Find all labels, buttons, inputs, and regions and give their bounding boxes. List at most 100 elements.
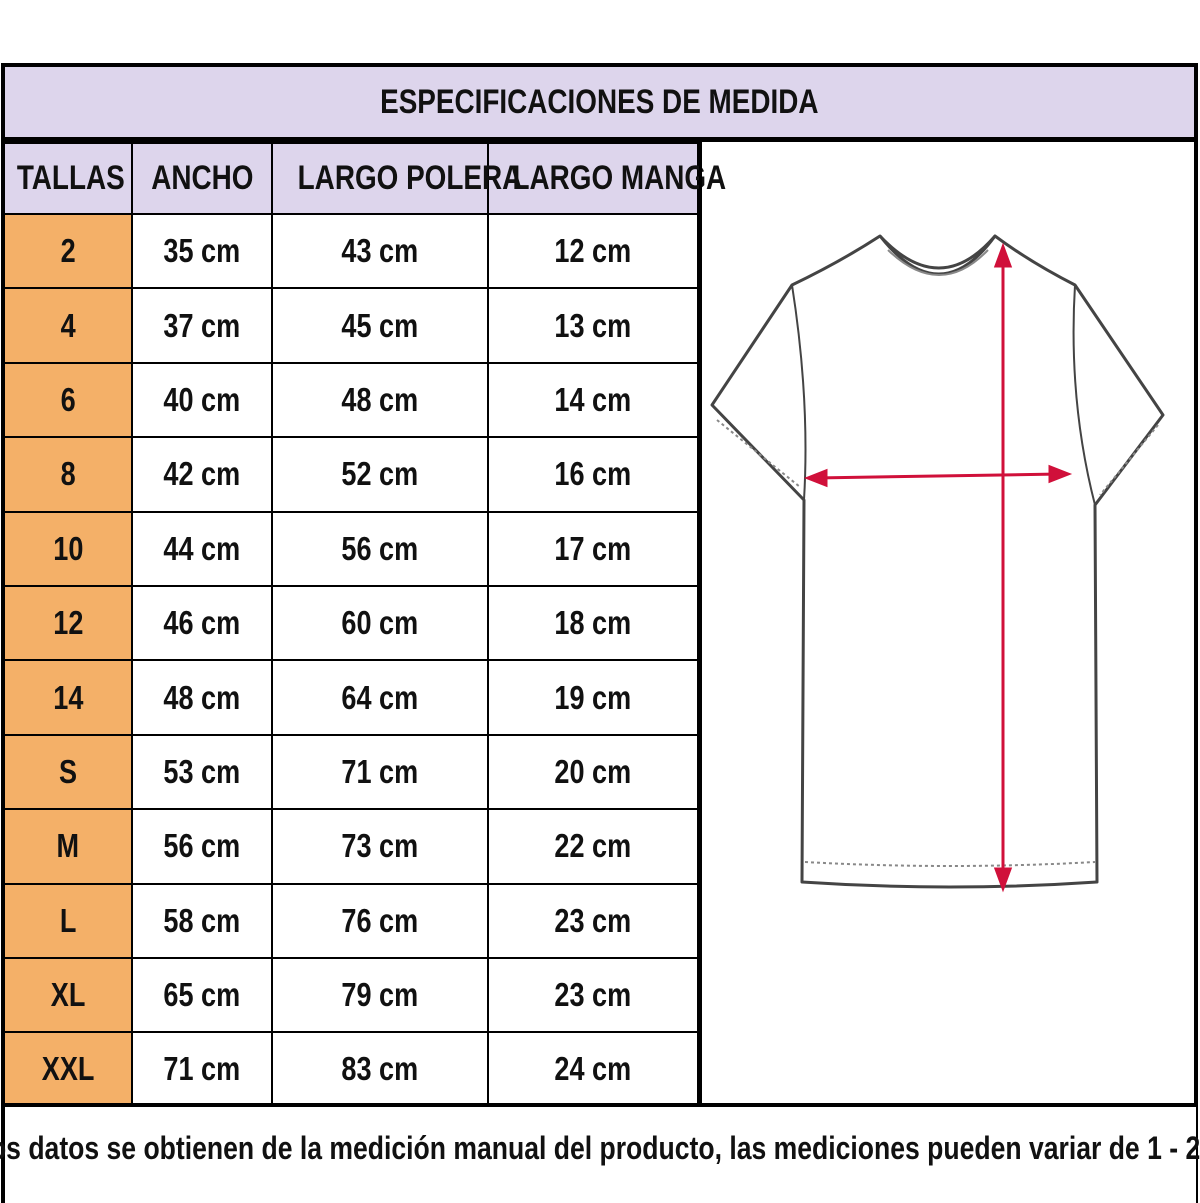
size-cell: 12 <box>5 584 133 662</box>
measurement-cell: 48 cm <box>271 361 489 439</box>
table-row: 4 37 cm 45 cm 13 cm <box>5 287 699 364</box>
measurement-cell: 44 cm <box>131 510 273 587</box>
cell-value: 16 cm <box>554 455 632 493</box>
cell-value: 10 <box>52 529 84 567</box>
cell-value: 14 cm <box>554 380 632 418</box>
cell-value: 35 cm <box>163 232 241 270</box>
cell-value: 53 cm <box>163 752 241 790</box>
table-row: XL 65 cm 79 cm 23 cm <box>5 956 699 1034</box>
footer-note: Estos datos se obtienen de la medición m… <box>0 1103 1200 1203</box>
cell-value: 83 cm <box>341 1050 419 1088</box>
size-cell: 10 <box>5 510 133 587</box>
column-header-label: LARGO MANGA <box>512 159 727 197</box>
measurement-cell: 13 cm <box>487 287 699 364</box>
measurement-cell: 43 cm <box>271 212 489 290</box>
cell-value: 6 <box>60 380 76 418</box>
cell-value: 58 cm <box>163 901 241 939</box>
cell-value: 40 cm <box>163 380 241 418</box>
size-cell: 14 <box>5 659 133 736</box>
measurement-cell: 73 cm <box>271 808 489 885</box>
measurement-cell: 40 cm <box>131 361 273 439</box>
cell-value: 56 cm <box>341 529 419 567</box>
cell-value: 22 cm <box>554 827 632 865</box>
measurement-cell: 79 cm <box>271 956 489 1034</box>
size-cell: S <box>5 733 133 811</box>
size-cell: 2 <box>5 212 133 290</box>
chart-title: ESPECIFICACIONES DE MEDIDA <box>380 82 819 121</box>
size-cell: L <box>5 882 133 959</box>
cell-value: M <box>56 827 80 865</box>
measurement-cell: 45 cm <box>271 287 489 364</box>
footer-text: Estos datos se obtienen de la medición m… <box>0 1129 1200 1166</box>
cell-value: 2 <box>60 232 76 270</box>
cell-value: 46 cm <box>163 604 241 642</box>
table-row: M 56 cm 73 cm 22 cm <box>5 808 699 885</box>
cell-value: 52 cm <box>341 455 419 493</box>
size-table: TALLAS ANCHO LARGO POLERA LARGO MANGA 2 35 c… <box>5 142 726 1106</box>
table-row: 8 42 cm 52 cm 16 cm <box>5 436 699 513</box>
size-chart: ESPECIFICACIONES DE MEDIDA TALLAS ANCHO LA… <box>1 63 1198 1106</box>
cell-value: 23 cm <box>554 901 632 939</box>
measurement-cell: 52 cm <box>271 436 489 513</box>
size-cell: XL <box>5 956 133 1034</box>
cell-value: 13 cm <box>554 306 632 344</box>
measurement-cell: 19 cm <box>487 659 699 736</box>
cell-value: 73 cm <box>341 827 419 865</box>
cell-value: 23 cm <box>554 976 632 1014</box>
cell-value: 43 cm <box>341 232 419 270</box>
size-cell: 4 <box>5 287 133 364</box>
column-header: ANCHO <box>131 142 273 215</box>
cell-value: 48 cm <box>163 678 241 716</box>
measurement-cell: 60 cm <box>271 584 489 662</box>
measurement-cell: 56 cm <box>271 510 489 587</box>
cell-value: 18 cm <box>554 604 632 642</box>
cell-value: 4 <box>60 306 76 344</box>
chart-title-bar: ESPECIFICACIONES DE MEDIDA <box>5 67 1194 142</box>
cell-value: 19 cm <box>554 678 632 716</box>
cell-value: 56 cm <box>163 827 241 865</box>
measurement-cell: 64 cm <box>271 659 489 736</box>
cell-value: 79 cm <box>341 976 419 1014</box>
header-row: TALLAS ANCHO LARGO POLERA LARGO MANGA <box>5 142 726 215</box>
measurement-cell: 12 cm <box>487 212 699 290</box>
measurement-cell: 22 cm <box>487 808 699 885</box>
measurement-cell: 16 cm <box>487 436 699 513</box>
cell-value: S <box>58 752 78 790</box>
table-row: 14 48 cm 64 cm 19 cm <box>5 659 699 736</box>
measurement-cell: 37 cm <box>131 287 273 364</box>
measurement-cell: 76 cm <box>271 882 489 959</box>
cell-value: 48 cm <box>341 380 419 418</box>
measurement-cell: 46 cm <box>131 584 273 662</box>
measurement-cell: 17 cm <box>487 510 699 587</box>
column-header-label: LARGO POLERA <box>297 159 523 197</box>
table-row: S 53 cm 71 cm 20 cm <box>5 733 699 811</box>
measurement-cell: 18 cm <box>487 584 699 662</box>
measurement-cell: 56 cm <box>131 808 273 885</box>
cell-value: 20 cm <box>554 752 632 790</box>
cell-value: 45 cm <box>341 306 419 344</box>
cell-value: 12 <box>52 604 84 642</box>
table-row: L 58 cm 76 cm 23 cm <box>5 882 699 959</box>
measurement-cell: 23 cm <box>487 956 699 1034</box>
column-header: LARGO POLERA <box>271 142 522 215</box>
cell-value: XL <box>50 976 86 1014</box>
measurement-cell: 14 cm <box>487 361 699 439</box>
measurement-cell: 48 cm <box>131 659 273 736</box>
cell-value: L <box>59 901 77 939</box>
cell-value: 37 cm <box>163 306 241 344</box>
cell-value: 60 cm <box>341 604 419 642</box>
measurement-cell: 42 cm <box>131 436 273 513</box>
size-cell: M <box>5 808 133 885</box>
cell-value: 64 cm <box>341 678 419 716</box>
table-row: 6 40 cm 48 cm 14 cm <box>5 361 699 439</box>
cell-value: 71 cm <box>163 1050 241 1088</box>
measurement-cell: 35 cm <box>131 212 273 290</box>
column-header-label: ANCHO <box>150 159 254 197</box>
tshirt-illustration-cell <box>699 142 1194 1106</box>
cell-value: 14 <box>52 678 84 716</box>
cell-value: 24 cm <box>554 1050 632 1088</box>
measurement-cell: 53 cm <box>131 733 273 811</box>
column-header-label: TALLAS <box>16 159 125 197</box>
table-row: 10 44 cm 56 cm 17 cm <box>5 510 699 587</box>
cell-value: 65 cm <box>163 976 241 1014</box>
